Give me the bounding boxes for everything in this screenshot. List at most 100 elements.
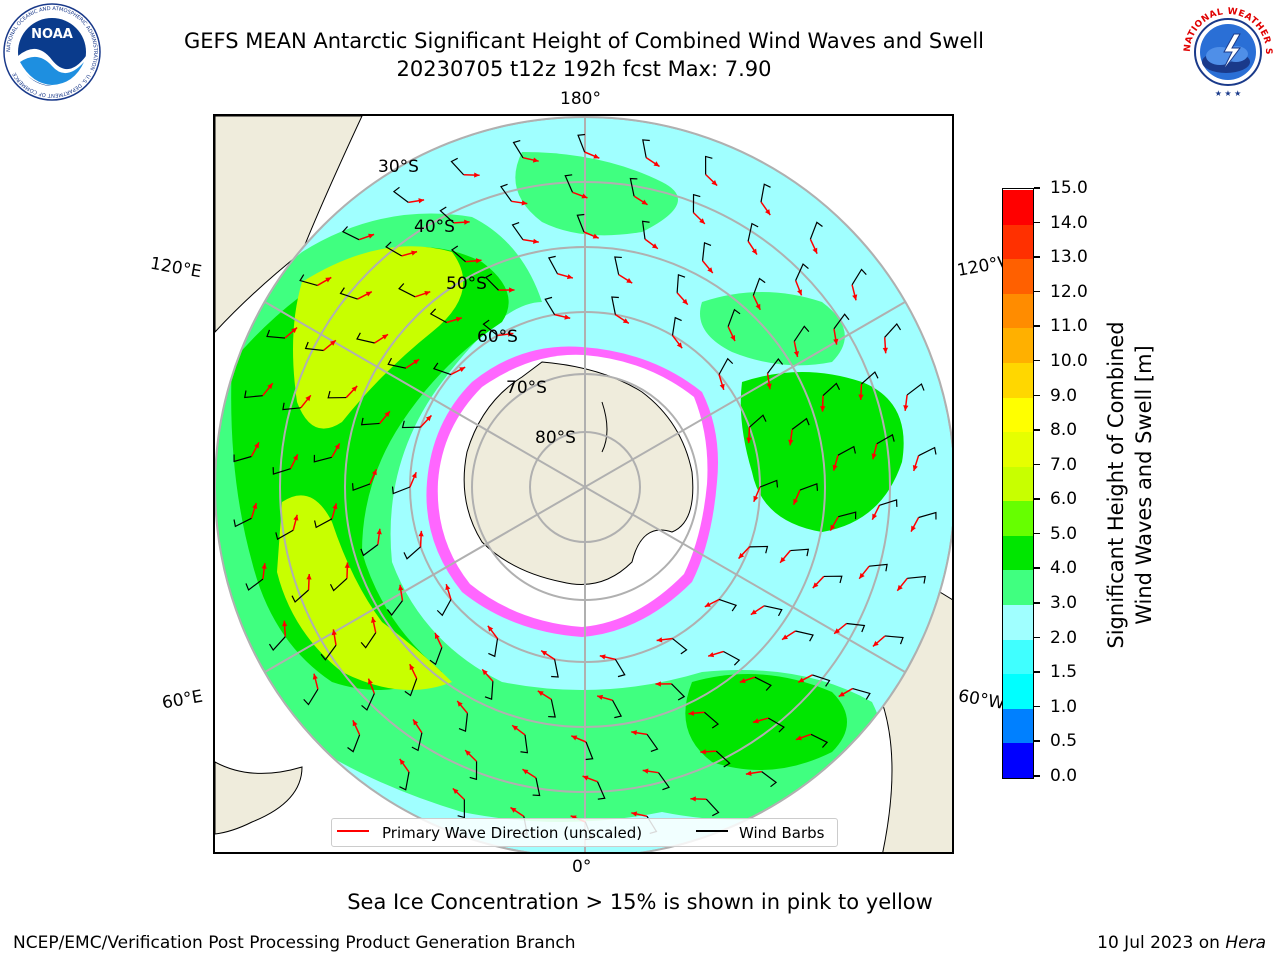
wind-barb <box>356 332 375 344</box>
wind-barb <box>429 308 447 324</box>
colorbar-tick-label: 15.0 <box>1034 178 1088 198</box>
wave-arrowhead <box>291 327 298 334</box>
wind-barb <box>791 417 810 430</box>
wave-arrowhead <box>564 314 571 320</box>
wind-barb <box>715 750 731 768</box>
wind-barb <box>512 139 524 159</box>
colorbar-label: Significant Height of Combined Wind Wave… <box>1102 235 1158 735</box>
wave-arrowhead <box>475 258 482 264</box>
polar-map: 30°S 40°S 50°S 60°S 70°S 80°S <box>213 114 954 854</box>
wind-barb <box>793 325 810 342</box>
wave-arrowhead <box>254 442 259 449</box>
wind-barb <box>547 255 558 275</box>
wave-arrowhead <box>882 347 888 354</box>
wind-barb <box>754 676 772 691</box>
colorbar-segment <box>1003 362 1033 398</box>
wind-barb <box>884 323 902 338</box>
wave-arrowhead <box>834 628 840 634</box>
wind-barb <box>918 511 937 520</box>
wave-arrowhead <box>522 769 529 775</box>
wave-arrowhead <box>332 503 338 510</box>
noaa-logo-icon: NOAA NATIONAL OCEANIC AND ATMOSPHERIC AD… <box>2 2 102 102</box>
wave-arrowhead <box>351 385 358 392</box>
wind-barb <box>432 362 452 376</box>
lat-label-70s: 70°S <box>506 378 547 398</box>
colorbar-segment <box>1003 708 1033 744</box>
wind-barb <box>429 647 443 666</box>
wave-arrowhead <box>711 179 718 186</box>
wave-arrowhead <box>872 640 879 647</box>
wave-arrowhead <box>368 233 375 239</box>
wind-barb <box>747 222 759 242</box>
wave-arrowhead <box>832 464 838 471</box>
wind-barb <box>641 220 650 240</box>
wind-barb <box>749 545 769 554</box>
wave-arrowhead <box>812 247 818 254</box>
wave-arrowhead <box>653 161 660 167</box>
wind-barb <box>795 630 814 642</box>
wave-arrowhead <box>418 198 425 204</box>
legend-wave-line-icon <box>337 830 369 832</box>
colorbar <box>1002 188 1034 779</box>
wave-arrowhead <box>655 681 661 687</box>
legend-barb-line-icon <box>696 830 728 832</box>
wind-barb <box>764 605 783 617</box>
wave-arrowhead <box>482 669 488 676</box>
wave-arrowhead <box>871 453 877 460</box>
wind-barb <box>611 296 619 315</box>
wave-arrowhead <box>413 719 419 726</box>
wave-arrowhead <box>581 193 588 199</box>
wave-arrowhead <box>566 274 573 280</box>
wave-arrowhead <box>812 582 819 589</box>
footer-credit: NCEP/EMC/Verification Post Processing Pr… <box>13 933 576 953</box>
wave-arrowhead <box>512 725 519 731</box>
wind-barb <box>799 482 819 491</box>
wind-barb <box>303 688 319 706</box>
wave-arrowhead <box>730 335 736 342</box>
wave-arrowhead <box>434 632 440 639</box>
wave-arrowhead <box>532 157 539 163</box>
wave-arrowhead <box>474 172 480 178</box>
wind-barb <box>767 357 784 374</box>
wind-barb <box>385 241 402 257</box>
wind-barb <box>672 638 688 655</box>
colorbar-tick-label: 2.0 <box>1033 628 1077 648</box>
sea-ice-footnote: Sea Ice Concentration > 15% is shown in … <box>347 890 933 914</box>
wind-barb <box>304 341 324 352</box>
wind-barb <box>299 274 318 287</box>
wave-arrowhead <box>533 238 539 244</box>
wave-arrowhead <box>707 267 713 274</box>
wind-barb <box>439 206 455 224</box>
wave-arrowhead <box>626 278 633 284</box>
wind-barb <box>403 546 421 560</box>
wave-arrowhead <box>507 331 514 337</box>
wind-barb <box>500 183 512 202</box>
wave-arrowhead <box>820 406 826 412</box>
wind-barb <box>718 357 734 375</box>
lon-label-60e: 60°E <box>160 686 205 714</box>
wind-barb <box>457 799 466 819</box>
wind-barb <box>399 771 410 791</box>
wave-arrowhead <box>795 735 802 741</box>
wave-arrowhead <box>261 563 267 569</box>
colorbar-segment <box>1003 431 1033 467</box>
wind-barb <box>275 529 294 541</box>
wave-arrowhead <box>781 634 788 640</box>
wave-arrowhead <box>371 469 377 476</box>
colorbar-tick-label: 0.0 <box>1033 766 1077 786</box>
wind-barb <box>761 771 778 788</box>
colorbar-segment <box>1003 397 1033 433</box>
wind-barb <box>885 635 904 645</box>
wind-barb <box>320 644 337 661</box>
chart-subtitle: 20230705 t12z 192h fcst Max: 7.90 <box>396 57 772 81</box>
wave-arrowhead <box>409 664 415 671</box>
wave-arrowhead <box>452 788 459 795</box>
wave-arrowhead <box>830 524 836 531</box>
wind-barb <box>701 241 712 261</box>
wave-arrowhead <box>751 248 757 255</box>
wind-barb <box>812 674 831 687</box>
wind-barb <box>760 183 771 203</box>
wave-arrowhead <box>700 749 706 755</box>
colorbar-segment <box>1003 673 1033 709</box>
colorbar-tick-label: 1.0 <box>1033 697 1077 717</box>
